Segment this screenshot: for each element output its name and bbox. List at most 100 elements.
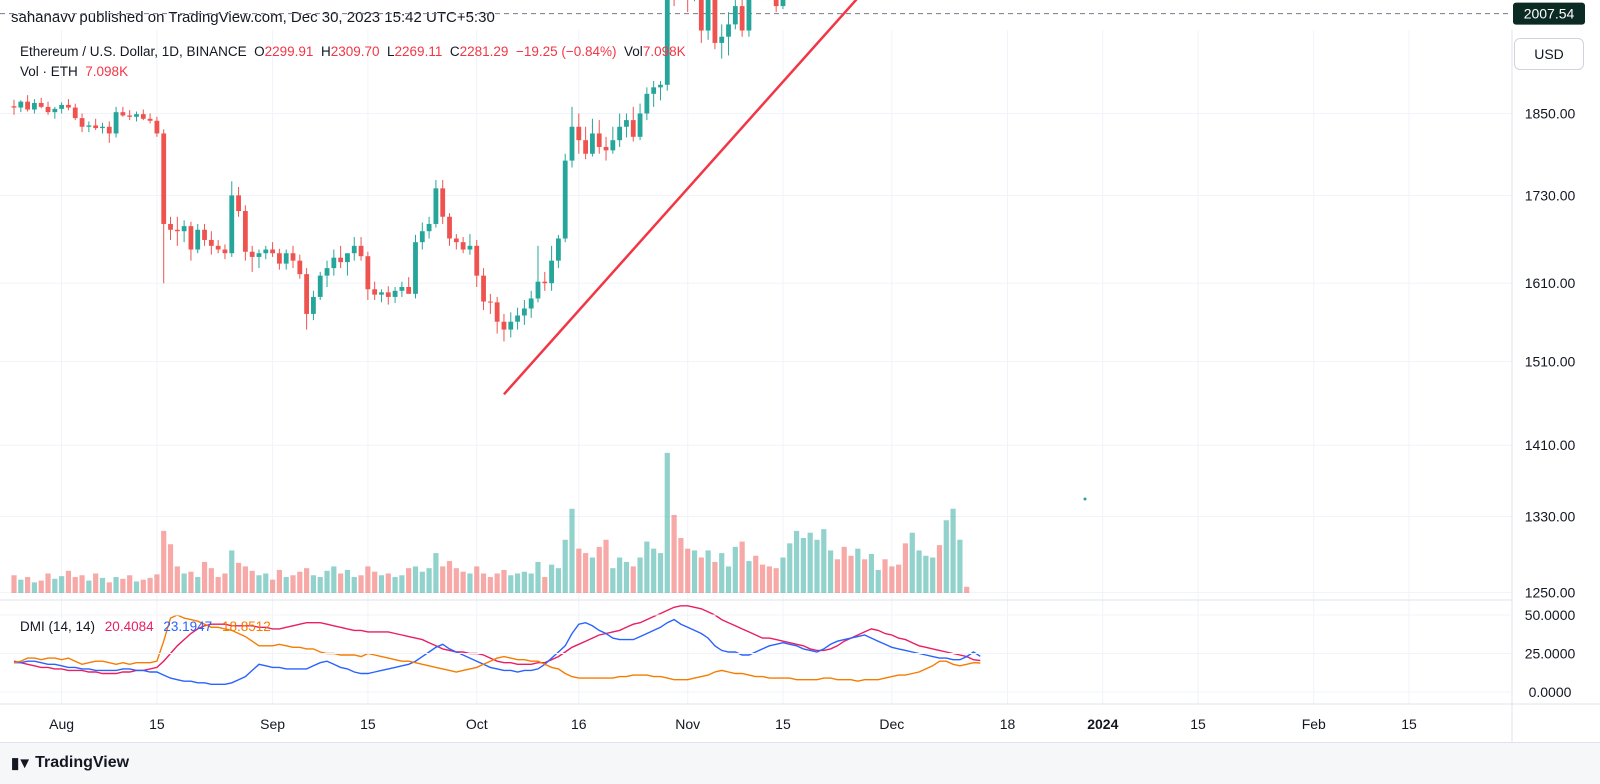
volume-bar <box>440 566 445 593</box>
candle <box>713 0 718 49</box>
candle-body <box>202 230 207 240</box>
dmi-label[interactable]: DMI (14, 14) <box>20 619 95 634</box>
candle <box>658 81 663 100</box>
volume-bar <box>18 580 23 593</box>
candle-body <box>59 105 64 109</box>
candle <box>406 277 411 294</box>
volume-bar <box>576 549 581 593</box>
volume-bar <box>420 572 425 593</box>
volume-bar <box>148 578 153 593</box>
candle <box>52 107 57 119</box>
candle <box>195 224 200 253</box>
candle <box>733 0 738 29</box>
volume-bar <box>957 540 962 593</box>
candle-body <box>386 292 391 297</box>
candle <box>263 246 268 259</box>
candle-body <box>379 292 384 294</box>
dmi-lines <box>14 606 980 685</box>
volume-bar <box>808 533 813 593</box>
candle-body <box>270 250 275 254</box>
volume-bar <box>583 553 588 593</box>
candle-body <box>399 287 404 291</box>
candle-body <box>243 211 248 252</box>
volume-bar <box>331 566 336 593</box>
currency-button[interactable]: USD <box>1514 38 1584 70</box>
candle-body <box>161 133 166 224</box>
candle <box>202 224 207 246</box>
candle <box>692 0 697 1</box>
candle-body <box>148 119 153 121</box>
volume-bar <box>855 549 860 593</box>
candle-body <box>658 85 663 88</box>
candle <box>597 120 602 154</box>
candle-body <box>209 240 214 246</box>
candle <box>427 217 432 239</box>
price-label-text: 2007.54 <box>1524 6 1575 22</box>
volume-bar <box>535 562 540 593</box>
x-tick-label-10: 2024 <box>1087 716 1118 732</box>
volume-bar <box>515 573 520 593</box>
candle-body <box>420 231 425 242</box>
volume-bar <box>120 579 125 593</box>
candle-body <box>216 246 221 250</box>
volume-bar <box>644 542 649 593</box>
candle-body <box>223 250 228 254</box>
volume-bar <box>617 558 622 593</box>
volume-bar <box>590 558 595 593</box>
candle-body <box>345 253 350 262</box>
volume-bar <box>882 559 887 593</box>
open-label: O <box>254 44 265 59</box>
candle-body <box>141 114 146 119</box>
volume-bar <box>277 570 282 593</box>
volume-bar <box>175 566 180 593</box>
volume-bar <box>930 558 935 593</box>
volume-bar <box>134 581 139 593</box>
candle <box>576 113 581 153</box>
candle-body <box>365 256 370 289</box>
candle-body <box>12 106 17 107</box>
candle-body <box>495 302 500 321</box>
candle <box>331 250 336 276</box>
candle-body <box>195 230 200 250</box>
volume-bar <box>290 575 295 593</box>
candle-body <box>250 252 255 257</box>
candle <box>107 121 112 142</box>
candle <box>502 314 507 342</box>
low-label: L <box>387 44 395 59</box>
volume-bar <box>529 573 534 593</box>
candle <box>549 246 554 291</box>
volume-bar <box>168 544 173 593</box>
volume-bar <box>767 566 772 593</box>
candle <box>127 110 132 120</box>
volume-bar <box>25 577 30 593</box>
candle <box>114 107 119 138</box>
volume-bar <box>345 570 350 593</box>
candle-body <box>699 0 704 31</box>
volume-bar <box>896 565 901 593</box>
tradingview-logo[interactable]: ▮▼ TradingView <box>11 754 129 772</box>
candle-body <box>120 112 125 115</box>
volume-bar <box>216 577 221 593</box>
candle-body <box>583 140 588 154</box>
volume-bar <box>304 568 309 593</box>
candle-body <box>651 87 656 93</box>
volume-bar <box>821 529 826 593</box>
candle-body <box>747 0 752 31</box>
candle-body <box>66 105 71 108</box>
symbol-name[interactable]: Ethereum / U.S. Dollar, 1D, BINANCE <box>20 44 247 59</box>
candle <box>223 244 228 259</box>
volume-bar <box>113 577 118 593</box>
candle <box>617 113 622 146</box>
candle-body <box>576 127 581 140</box>
volume-bar <box>624 562 629 593</box>
candle-body <box>502 322 507 330</box>
volume-bar <box>801 538 806 593</box>
candle <box>284 250 289 270</box>
dmi-tick-label-1: 25.0000 <box>1525 646 1576 662</box>
candle <box>182 220 187 242</box>
candle <box>80 113 85 132</box>
candle-body <box>372 289 377 294</box>
volume-indicator-label[interactable]: Vol · ETH <box>20 64 78 79</box>
volume-bar <box>760 565 765 593</box>
volume-bar <box>814 540 819 593</box>
